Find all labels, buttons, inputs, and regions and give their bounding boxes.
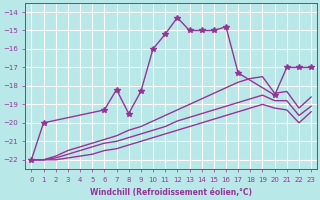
X-axis label: Windchill (Refroidissement éolien,°C): Windchill (Refroidissement éolien,°C): [90, 188, 252, 197]
